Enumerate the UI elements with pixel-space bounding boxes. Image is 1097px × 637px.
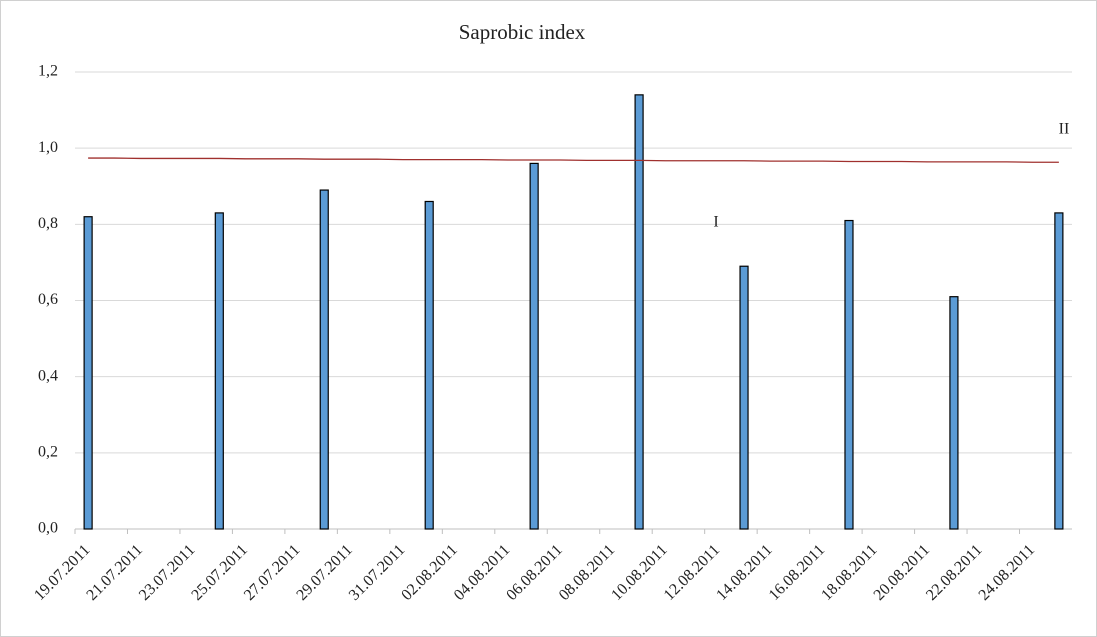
bar [844,219,854,530]
bar [214,212,224,530]
bar [634,94,644,530]
bar [1054,212,1064,530]
bar [949,296,959,530]
trend-line [88,157,1059,163]
bar [529,162,539,530]
y-tick-label: 1,0 [38,139,58,156]
annotation: II [1059,121,1070,138]
y-tick-label: 0,6 [38,291,58,308]
y-tick-label: 0,0 [38,520,58,537]
chart-title: Saprobic index [459,20,586,44]
bar [319,189,329,530]
y-tick-label: 0,4 [38,367,58,384]
y-tick-label: 0,8 [38,215,58,232]
y-tick-label: 0,2 [38,444,58,461]
y-tick-label: 1,2 [38,63,58,80]
bar [83,216,93,530]
bar [424,200,434,530]
bar [739,265,749,530]
annotation: I [713,214,718,231]
